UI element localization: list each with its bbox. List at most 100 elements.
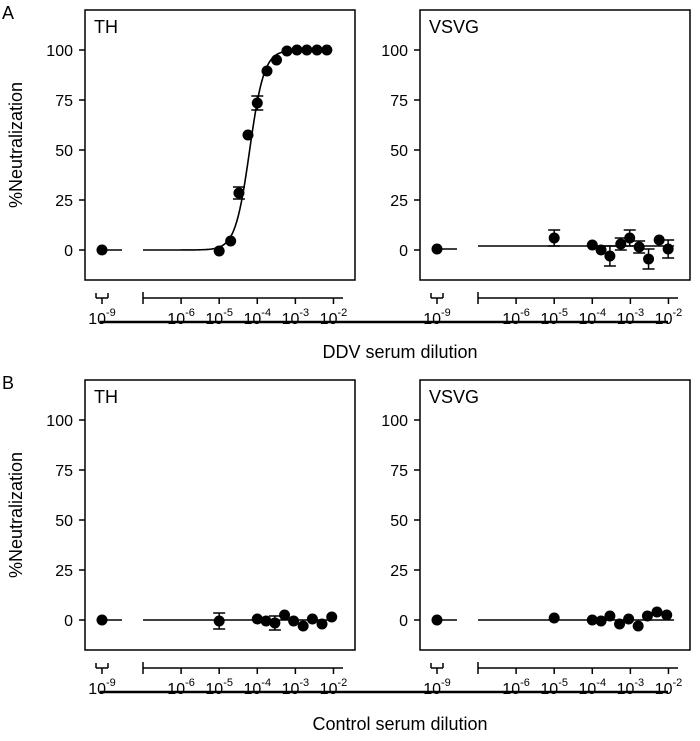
x-tick-label-a-th: 10-9 [88, 307, 116, 328]
data-point-a-vsvg [662, 243, 674, 255]
data-point-a-vsvg [595, 244, 607, 256]
panel-letter-a: A [2, 3, 14, 23]
y-tick-label-a-vsvg: 50 [390, 143, 408, 160]
y-axis-label-b: %Neutralization [6, 452, 26, 578]
data-point-b-vsvg [632, 620, 644, 632]
data-point-b-th [260, 615, 272, 627]
panel-title-b-th: TH [94, 387, 118, 407]
y-tick-label-a-th: 100 [46, 43, 73, 60]
x-tick-label-b-vsvg: 10-6 [502, 677, 530, 698]
data-point-b-vsvg [614, 618, 626, 630]
data-point-a-th [225, 235, 237, 247]
x-tick-label-a-vsvg: 10-2 [655, 307, 683, 328]
marks-layer [96, 44, 675, 632]
y-tick-label-a-th: 25 [55, 193, 73, 210]
panel-title-a-vsvg: VSVG [429, 17, 479, 37]
x-tick-label-b-vsvg: 10-3 [617, 677, 645, 698]
data-point-a-th [261, 65, 273, 77]
data-point-a-vsvg [624, 232, 636, 244]
y-tick-label-b-th: 100 [46, 413, 73, 430]
y-tick-label-b-vsvg: 75 [390, 463, 408, 480]
data-point-a-vsvg [643, 253, 655, 265]
data-point-a-th [281, 45, 293, 57]
x-tick-label-a-vsvg: 10-6 [502, 307, 530, 328]
data-point-b-th [306, 613, 318, 625]
control-point-b-th [96, 614, 108, 626]
data-point-a-th [311, 44, 323, 56]
data-point-a-th [321, 44, 333, 56]
data-point-a-vsvg [633, 241, 645, 253]
x-tick-label-a-vsvg: 10-5 [540, 307, 568, 328]
data-point-b-vsvg [651, 606, 663, 618]
x-tick-label-b-vsvg: 10-4 [578, 677, 606, 698]
y-tick-label-b-th: 75 [55, 463, 73, 480]
data-point-a-vsvg [604, 250, 616, 262]
y-tick-label-b-vsvg: 50 [390, 513, 408, 530]
y-axis-label-a: %Neutralization [6, 82, 26, 208]
x-tick-label-b-th: 10-3 [282, 677, 310, 698]
data-point-b-th [297, 620, 309, 632]
y-tick-label-a-vsvg: 0 [399, 243, 408, 260]
y-tick-label-b-th: 25 [55, 563, 73, 580]
panel-title-a-th: TH [94, 17, 118, 37]
plot-frame-a-th [84, 9, 356, 281]
y-tick-label-b-vsvg: 25 [390, 563, 408, 580]
x-tick-label-a-vsvg: 10-4 [578, 307, 606, 328]
data-point-a-th [233, 187, 245, 199]
data-point-b-th [288, 615, 300, 627]
x-tick-label-a-th: 10-2 [320, 307, 348, 328]
control-point-a-vsvg [431, 243, 443, 255]
y-tick-label-a-vsvg: 100 [381, 43, 408, 60]
panel-letter-b: B [2, 373, 14, 393]
data-point-a-vsvg [548, 232, 560, 244]
data-point-b-vsvg [641, 610, 653, 622]
x-axis-label-b: Control serum dilution [312, 714, 487, 734]
x-tick-label-a-th: 10-4 [243, 307, 271, 328]
y-tick-label-a-th: 75 [55, 93, 73, 110]
control-point-a-th [96, 244, 108, 256]
fit-curve-a-th [143, 49, 328, 251]
x-tick-label-a-vsvg: 10-3 [617, 307, 645, 328]
x-tick-label-b-th: 10-2 [320, 677, 348, 698]
x-tick-label-b-vsvg: 10-9 [423, 677, 451, 698]
data-point-a-th [242, 129, 254, 141]
y-tick-label-a-vsvg: 75 [390, 93, 408, 110]
data-point-a-vsvg [586, 239, 598, 251]
x-tick-label-b-vsvg: 10-2 [655, 677, 683, 698]
data-point-b-vsvg [604, 610, 616, 622]
data-point-a-vsvg [615, 238, 627, 250]
data-point-b-th [251, 613, 263, 625]
data-point-b-vsvg [548, 612, 560, 624]
data-point-b-vsvg [595, 615, 607, 627]
data-point-b-th [326, 611, 338, 623]
y-tick-label-b-th: 50 [55, 513, 73, 530]
x-tick-label-a-vsvg: 10-9 [423, 307, 451, 328]
data-point-b-vsvg [586, 614, 598, 626]
x-tick-label-a-th: 10-3 [282, 307, 310, 328]
y-tick-label-a-th: 0 [64, 243, 73, 260]
data-point-b-th [316, 618, 328, 630]
data-point-b-th [269, 617, 281, 629]
data-point-a-th [271, 54, 283, 66]
y-tick-label-a-th: 50 [55, 143, 73, 160]
data-point-b-vsvg [623, 613, 635, 625]
x-tick-label-b-th: 10-9 [88, 677, 116, 698]
control-point-b-vsvg [431, 614, 443, 626]
x-tick-label-a-th: 10-6 [167, 307, 195, 328]
data-point-a-th [301, 44, 313, 56]
plot-frame-b-th [84, 379, 356, 651]
data-point-a-th [213, 245, 225, 257]
data-point-a-vsvg [653, 234, 665, 246]
x-axis-label-a: DDV serum dilution [322, 342, 477, 362]
data-point-b-th [213, 615, 225, 627]
data-point-a-th [291, 44, 303, 56]
y-tick-label-a-vsvg: 25 [390, 193, 408, 210]
axes-layer: 100 75 50 25 0 10-9 10-6 10-5 10-4 10-3 10-2 100 75 5… [46, 43, 682, 698]
data-point-b-th [279, 609, 291, 621]
data-point-a-th [251, 97, 263, 109]
y-tick-label-b-vsvg: 100 [381, 413, 408, 430]
x-tick-label-b-th: 10-5 [205, 677, 233, 698]
x-tick-label-b-th: 10-6 [167, 677, 195, 698]
y-tick-label-b-th: 0 [64, 613, 73, 630]
